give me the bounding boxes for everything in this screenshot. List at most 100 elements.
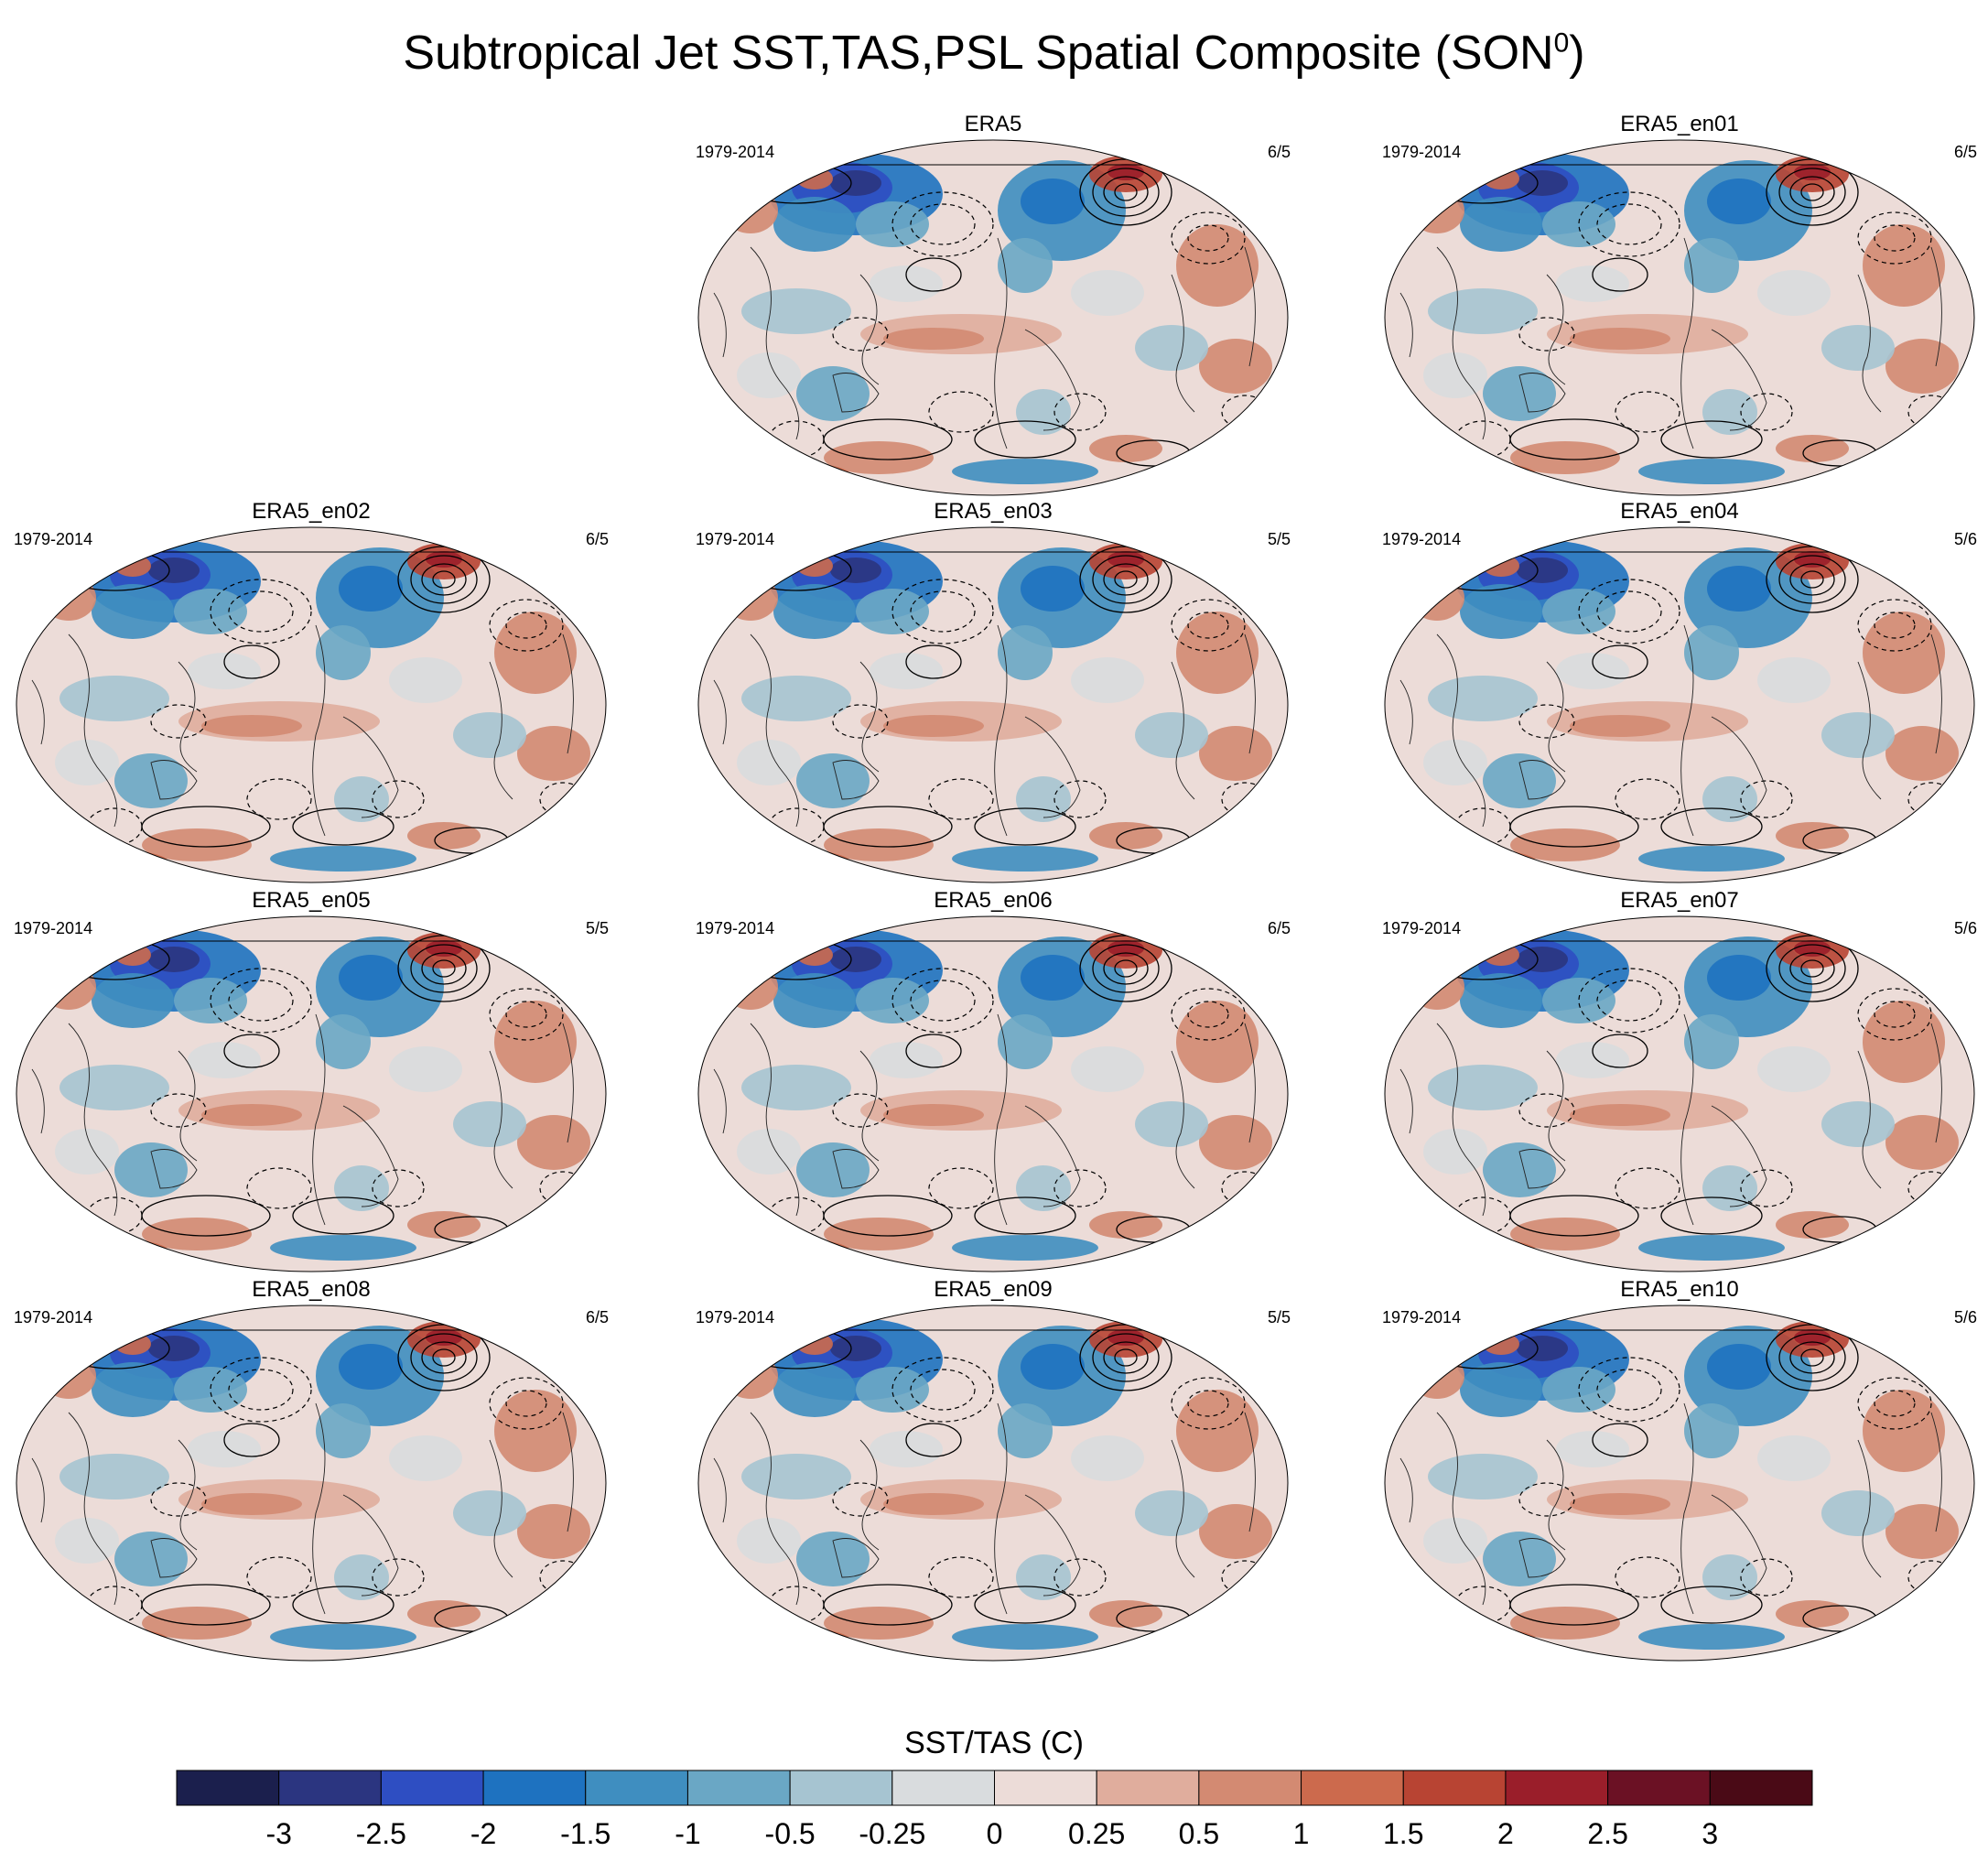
anomaly-patch [1410, 188, 1464, 233]
psl-contour-negative [1874, 1001, 1916, 1028]
anomaly-patch [952, 1624, 1098, 1650]
panel-period: 1979-2014 [14, 919, 93, 937]
psl-contour-negative [228, 980, 294, 1022]
anomaly-patch [741, 288, 851, 334]
anomaly-patch [870, 653, 943, 689]
anomaly-patch [316, 1014, 371, 1069]
psl-contour-positive [1778, 944, 1846, 993]
psl-contour-negative [928, 1167, 994, 1209]
panel-period: 1979-2014 [1382, 530, 1462, 548]
anomaly-patch [1460, 584, 1542, 639]
anomaly-patch [1570, 1493, 1670, 1515]
map-svg [16, 915, 607, 1272]
panel-period: 1979-2014 [1382, 1308, 1462, 1326]
coastline [31, 1068, 45, 1134]
panel-title: ERA5_en09 [934, 1277, 1053, 1302]
anomaly-patch [92, 973, 174, 1028]
coastline [1857, 661, 1882, 800]
anomaly-patch [1542, 589, 1615, 634]
anomaly-patch [870, 1042, 943, 1078]
psl-contour-negative [210, 1357, 312, 1423]
panel-count: 5/5 [585, 919, 609, 937]
psl-contour-positive [421, 952, 467, 985]
anomaly-patch [1757, 270, 1831, 316]
anomaly-patch [174, 589, 247, 634]
anomaly-patch [1684, 625, 1739, 680]
anomaly-patch [741, 676, 851, 721]
coastline [1244, 1412, 1256, 1532]
map-panel-era5-en01: ERA5_en01 1979-2014 6/5 [1382, 112, 1977, 496]
anomaly-patch [1135, 1490, 1208, 1536]
anomaly-patch [1821, 1101, 1895, 1147]
anomaly-patch [1885, 1504, 1959, 1559]
map-svg [697, 526, 1289, 883]
psl-contour-positive [432, 1348, 456, 1367]
anomaly-patch [1107, 551, 1144, 568]
psl-contour-negative [1171, 1377, 1246, 1430]
anomaly-patch [1016, 1165, 1071, 1211]
anomaly-patch [830, 1336, 881, 1361]
anomaly-patch [1570, 715, 1670, 737]
psl-contour-positive [1114, 183, 1138, 201]
anomaly-patch [334, 776, 389, 822]
anomaly-patch [1821, 1490, 1895, 1536]
coastline [1244, 633, 1256, 754]
colorbar-tick-label: -2.5 [356, 1817, 406, 1850]
anomaly-patch [883, 328, 984, 350]
psl-contour-negative [1187, 612, 1229, 639]
coastline [1680, 1013, 1694, 1226]
anomaly-patch [773, 1362, 856, 1417]
colorbar-tick-label: 2 [1497, 1817, 1514, 1850]
panel-count: 5/6 [1953, 1308, 1977, 1326]
map-panel-era5-en04: ERA5_en04 1979-2014 5/6 [1382, 499, 1977, 883]
map-svg [1384, 915, 1975, 1272]
anomaly-patch [1483, 1532, 1556, 1586]
coastline [1436, 1412, 1486, 1606]
psl-contour-negative [150, 1482, 207, 1517]
map-panel-era5-en08: ERA5_en08 1979-2014 6/5 [14, 1277, 609, 1662]
anomaly-patch [760, 1629, 851, 1654]
anomaly-patch [1483, 366, 1556, 421]
panel-title: ERA5_en08 [252, 1277, 371, 1302]
coastline [1518, 373, 1566, 413]
psl-contour-negative [928, 778, 994, 820]
anomaly-patch [270, 1235, 416, 1261]
coastline [832, 1149, 880, 1189]
coastline [1024, 329, 1081, 431]
colorbar-swatch [585, 1770, 688, 1806]
anomaly-patch [1176, 612, 1259, 694]
anomaly-patch [1089, 1211, 1162, 1239]
psl-contour-negative [1171, 599, 1246, 652]
anomaly-patch [188, 1431, 261, 1467]
map-svg [1384, 1305, 1975, 1662]
anomaly-patch [1638, 1235, 1785, 1261]
psl-contour-negative [928, 1556, 994, 1598]
psl-contour-positive [1092, 1333, 1160, 1382]
anomaly-patch [188, 1042, 261, 1078]
psl-contour-positive [421, 563, 467, 596]
coastline [994, 624, 1008, 837]
psl-contour-positive [292, 807, 394, 846]
map-panel-era5: ERA5 1979-2014 6/5 [696, 112, 1291, 496]
panel-count: 6/5 [1267, 919, 1291, 937]
psl-contour-negative [1187, 224, 1229, 252]
psl-contour-negative [1857, 211, 1932, 265]
anomaly-patch [883, 1104, 984, 1126]
anomaly-patch [1517, 170, 1568, 196]
anomaly-patch [952, 459, 1098, 484]
coastline [1680, 624, 1694, 837]
anomaly-patch [114, 1532, 188, 1586]
anomaly-patch [1199, 726, 1272, 781]
anomaly-patch [142, 1607, 252, 1640]
anomaly-patch [1107, 940, 1144, 957]
map-panel-era5-en06: ERA5_en06 1979-2014 6/5 [696, 888, 1291, 1272]
anomaly-patch [1702, 1165, 1757, 1211]
anomaly-patch [1821, 712, 1895, 758]
anomaly-patch [723, 188, 778, 233]
coastline [1436, 246, 1486, 440]
psl-contour-positive [223, 644, 280, 679]
anomaly-patch [1510, 1218, 1620, 1250]
anomaly-patch [1428, 676, 1538, 721]
psl-contour-positive [905, 1034, 962, 1068]
anomaly-patch [1542, 978, 1615, 1023]
